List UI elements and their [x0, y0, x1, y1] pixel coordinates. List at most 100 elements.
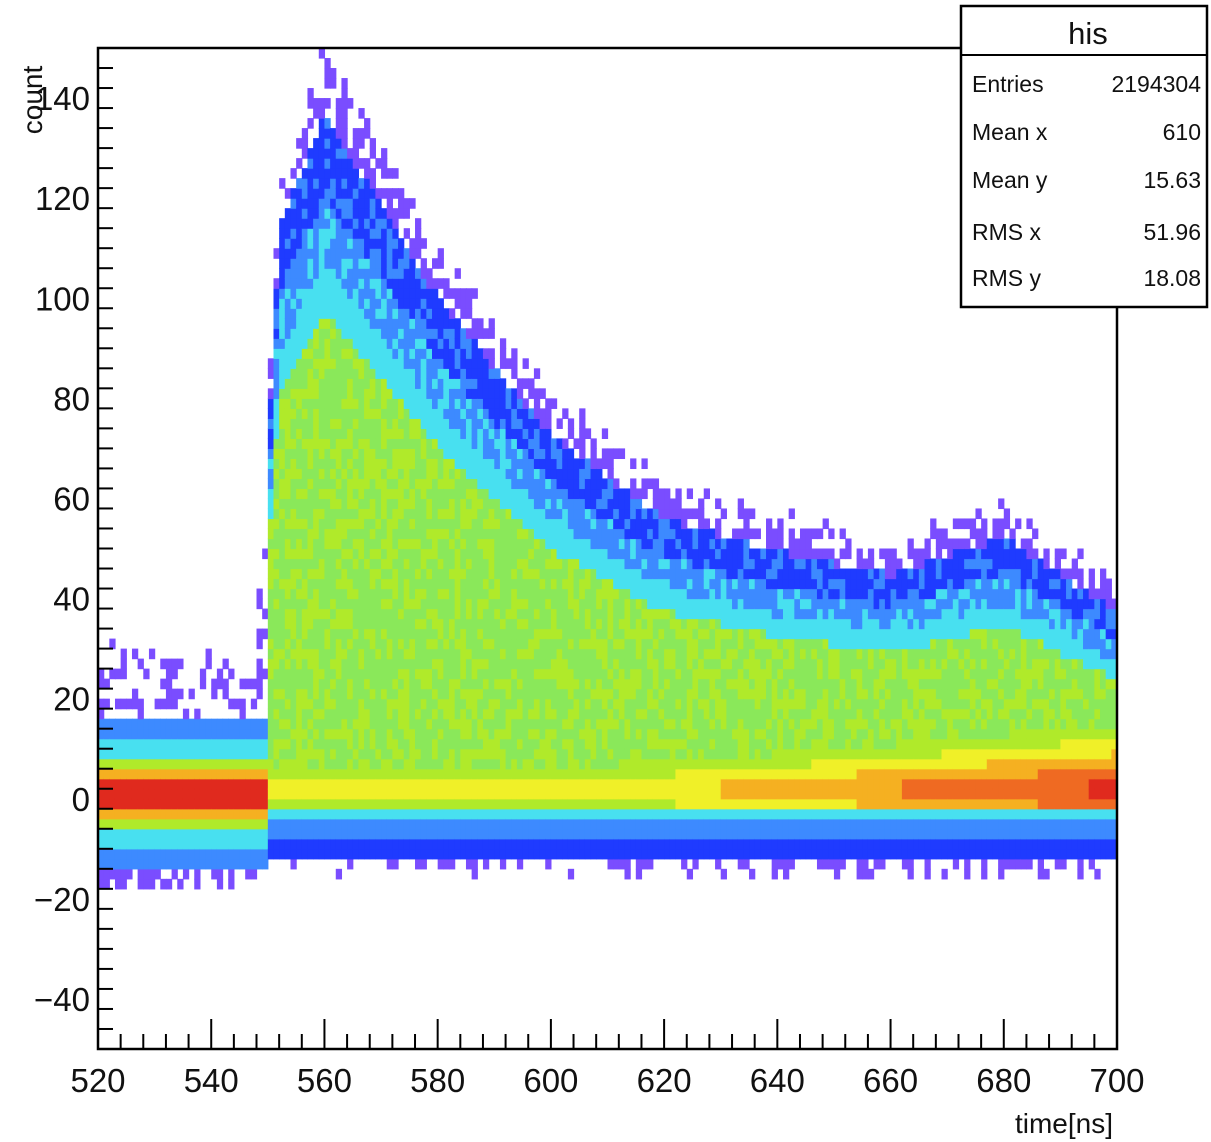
- heatmap-bin: [398, 438, 405, 449]
- heatmap-bin: [352, 818, 360, 830]
- heatmap-bin: [732, 798, 739, 810]
- heatmap-bin: [318, 848, 326, 860]
- heatmap-bin: [686, 798, 694, 810]
- heatmap-bin: [732, 808, 739, 820]
- heatmap-bin: [454, 398, 461, 409]
- heatmap-bin: [499, 538, 507, 550]
- heatmap-bin: [596, 608, 603, 620]
- heatmap-bin: [341, 78, 348, 89]
- heatmap-bin: [460, 458, 467, 470]
- heatmap-bin: [726, 588, 733, 600]
- heatmap-bin: [409, 388, 416, 399]
- heatmap-bin: [709, 768, 716, 780]
- heatmap-bin: [539, 778, 546, 790]
- heatmap-bin: [267, 838, 275, 850]
- heatmap-bin: [284, 618, 292, 630]
- heatmap-bin: [313, 828, 320, 840]
- heatmap-bin: [624, 858, 631, 870]
- heatmap-bin: [171, 738, 178, 750]
- heatmap-bin: [426, 798, 433, 810]
- heatmap-bin: [330, 818, 337, 830]
- heatmap-bin: [613, 498, 620, 510]
- heatmap-bin: [335, 238, 343, 249]
- heatmap-bin: [715, 828, 722, 840]
- heatmap-bin: [686, 618, 694, 630]
- heatmap-bin: [250, 778, 258, 790]
- heatmap-bin: [165, 838, 173, 850]
- heatmap-bin: [352, 168, 360, 179]
- heatmap-bin: [477, 598, 484, 610]
- heatmap-bin: [205, 648, 212, 660]
- heatmap-bin: [664, 648, 671, 660]
- heatmap-bin: [454, 418, 461, 429]
- heatmap-bin: [403, 438, 410, 449]
- heatmap-bin: [182, 778, 190, 790]
- heatmap-bin: [675, 758, 682, 770]
- heatmap-bin: [465, 578, 473, 590]
- heatmap-bin: [250, 838, 258, 850]
- heatmap-bin: [567, 808, 575, 820]
- heatmap-bin: [692, 748, 699, 760]
- heatmap-bin: [669, 668, 677, 680]
- heatmap-bin: [171, 718, 178, 730]
- heatmap-bin: [494, 598, 501, 610]
- heatmap-bin: [364, 598, 371, 610]
- heatmap-bin: [432, 768, 439, 780]
- heatmap-bin: [375, 378, 382, 389]
- heatmap-bin: [539, 758, 546, 770]
- heatmap-bin: [698, 818, 705, 830]
- heatmap-bin: [584, 488, 592, 500]
- heatmap-bin: [607, 498, 614, 510]
- heatmap-bin: [324, 788, 331, 800]
- heatmap-bin: [194, 758, 201, 770]
- heatmap-bin: [318, 288, 326, 299]
- heatmap-bin: [126, 738, 133, 750]
- heatmap-bin: [301, 548, 309, 560]
- heatmap-bin: [522, 448, 529, 460]
- heatmap-bin: [698, 558, 705, 570]
- heatmap-bin: [177, 828, 184, 840]
- heatmap-bin: [313, 628, 320, 640]
- heatmap-bin: [533, 778, 541, 790]
- heatmap-bin: [426, 418, 433, 429]
- heatmap-bin: [290, 758, 297, 770]
- heatmap-bin: [488, 628, 495, 640]
- heatmap-bin: [482, 398, 490, 409]
- heatmap-bin: [296, 348, 303, 359]
- heatmap-bin: [154, 788, 161, 800]
- heatmap-bin: [301, 618, 309, 630]
- heatmap-bin: [205, 828, 212, 840]
- heatmap-bin: [279, 788, 286, 800]
- heatmap-bin: [545, 598, 552, 610]
- heatmap-bin: [335, 398, 343, 409]
- heatmap-bin: [607, 798, 614, 810]
- heatmap-bin: [420, 238, 427, 249]
- heatmap-bin: [658, 688, 665, 700]
- heatmap-bin: [505, 808, 512, 820]
- heatmap-bin: [296, 508, 303, 520]
- heatmap-bin: [539, 738, 546, 750]
- heatmap-bin: [228, 738, 235, 750]
- heatmap-bin: [335, 768, 343, 780]
- heatmap-bin: [471, 848, 478, 860]
- heatmap-bin: [148, 858, 156, 870]
- heatmap-bin: [335, 608, 343, 620]
- heatmap-bin: [698, 518, 705, 530]
- heatmap-bin: [403, 688, 410, 700]
- heatmap-bin: [284, 398, 292, 409]
- heatmap-bin: [341, 808, 348, 820]
- heatmap-bin: [715, 728, 722, 740]
- heatmap-bin: [375, 798, 382, 810]
- heatmap-bin: [301, 438, 309, 449]
- heatmap-bin: [590, 588, 597, 600]
- heatmap-bin: [131, 738, 139, 750]
- heatmap-bin: [301, 738, 309, 750]
- heatmap-bin: [494, 788, 501, 800]
- heatmap-bin: [301, 708, 309, 720]
- heatmap-bin: [647, 818, 654, 830]
- heatmap-bin: [279, 378, 286, 389]
- heatmap-bin: [296, 628, 303, 640]
- heatmap-bin: [743, 858, 750, 870]
- heatmap-bin: [511, 618, 518, 630]
- heatmap-bin: [364, 798, 371, 810]
